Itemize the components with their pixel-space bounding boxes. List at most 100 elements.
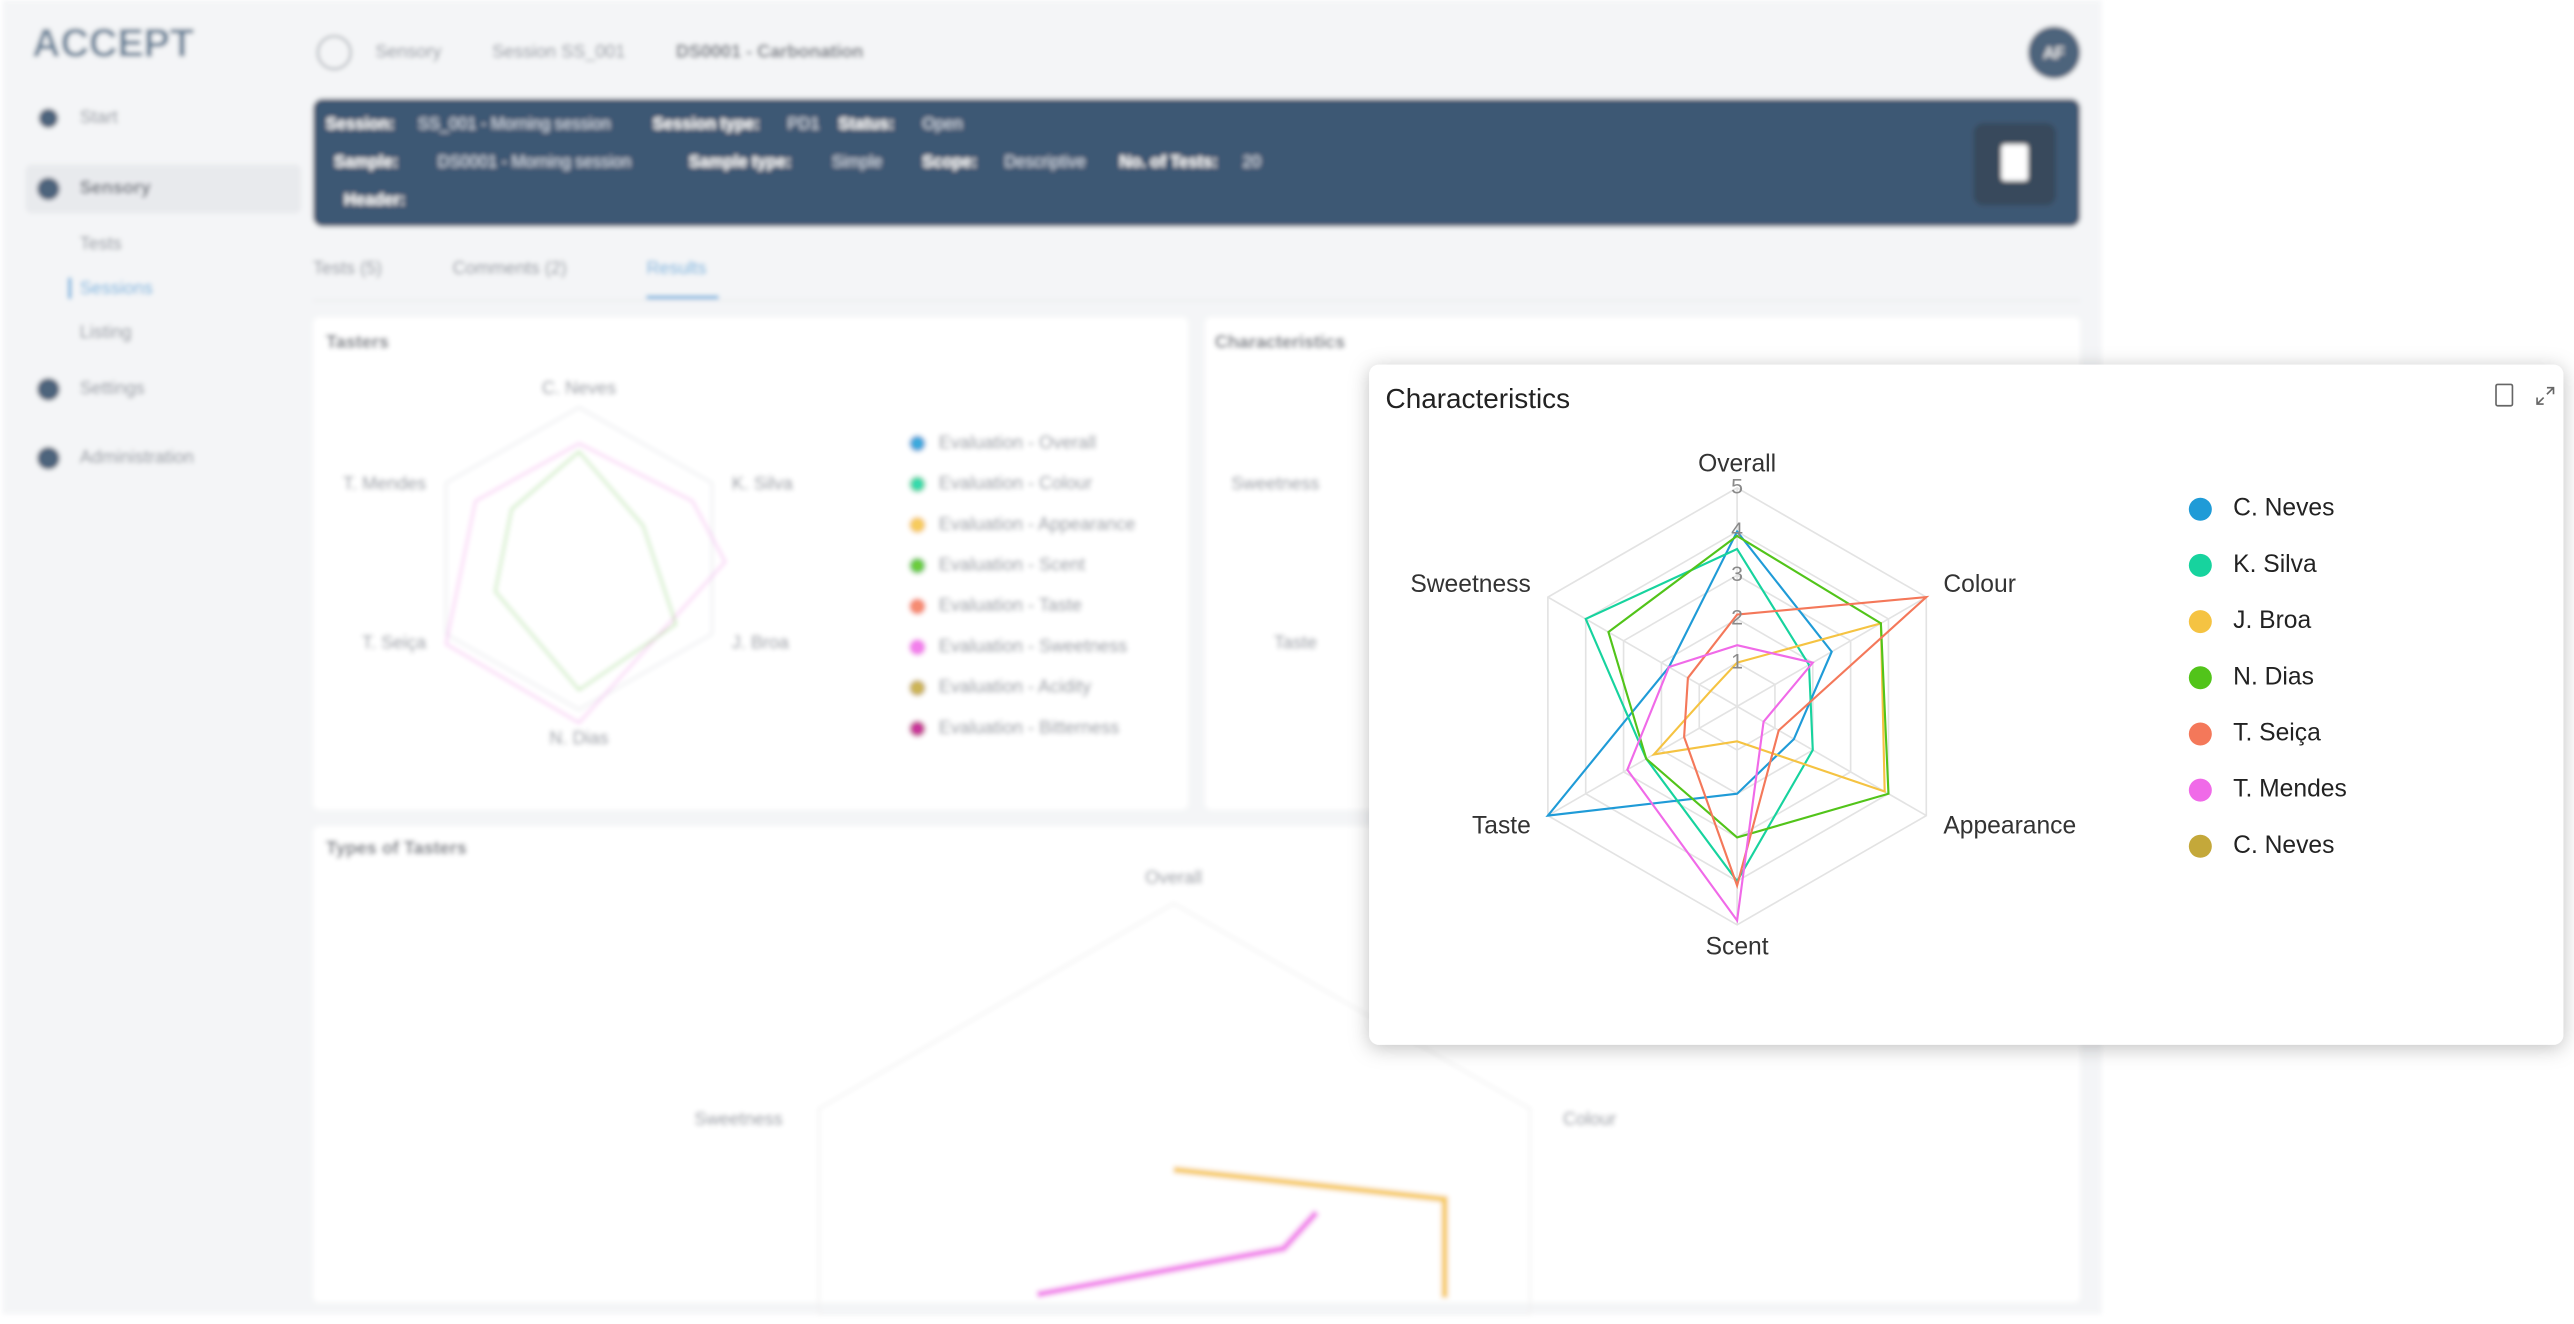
axis-label: Appearance	[1943, 813, 2076, 840]
axis-label: Colour	[1943, 571, 2016, 598]
legend-label: Evaluation - Sweetness	[939, 636, 1128, 656]
legend-label: Evaluation - Taste	[939, 595, 1082, 615]
icon	[36, 177, 60, 201]
radar-line	[1173, 1166, 1448, 1298]
copy-button[interactable]	[2495, 383, 2514, 407]
legend-label: Evaluation - Appearance	[939, 514, 1136, 534]
session-header: Session: SS_001 - Morning session Sessio…	[312, 98, 2081, 227]
legend-label: J. Broa	[2233, 607, 2311, 634]
nav-item[interactable]: Listing	[80, 322, 132, 342]
breadcrumb[interactable]: Session SS_001	[492, 41, 625, 62]
popup-card	[1369, 364, 2564, 1045]
axis-label: Sweetness	[694, 1109, 782, 1129]
spoke	[1547, 596, 1738, 708]
axis-label: Colour	[1563, 1109, 1616, 1129]
legend-dot	[909, 435, 926, 452]
breadcrumb: DS0001 - Carbonation	[676, 41, 864, 61]
axis-label: T. Seiça	[362, 633, 427, 653]
value: Open	[922, 115, 962, 133]
spoke	[1736, 705, 1927, 817]
expand-button[interactable]	[2536, 386, 2555, 405]
spoke	[1547, 705, 1738, 817]
legend-dot	[2188, 610, 2212, 634]
nav-item[interactable]: Administration	[80, 447, 194, 467]
radar-line	[445, 442, 727, 724]
label: Sample:	[334, 153, 398, 171]
tick-label: 4	[1731, 518, 1743, 542]
tab[interactable]: Comments (2)	[453, 258, 567, 278]
legend-label: Evaluation - Acidity	[939, 677, 1091, 697]
icon	[316, 35, 352, 70]
icon	[2001, 144, 2028, 181]
radar-line	[1607, 534, 1890, 839]
tick-label: 3	[1731, 562, 1743, 586]
breadcrumb[interactable]: Sensory	[375, 41, 441, 61]
legend-label: C. Neves	[2233, 495, 2334, 522]
legend-dot	[2188, 778, 2212, 802]
legend-label: Evaluation - Scent	[939, 555, 1085, 575]
legend-dot	[909, 476, 926, 493]
icon	[38, 108, 59, 129]
axis-label: J. Broa	[732, 633, 790, 653]
radar-grid	[818, 902, 1531, 1315]
icon	[36, 446, 60, 470]
nav-item[interactable]: Tests	[80, 234, 122, 254]
axis-label: Overall	[1698, 450, 1776, 477]
axis-label: C. Neves	[542, 378, 616, 398]
avatar[interactable]	[2027, 26, 2081, 79]
active-marker	[68, 277, 72, 299]
nav-item[interactable]: Settings	[80, 378, 145, 398]
value: Descriptive	[1004, 153, 1085, 171]
axis-label: Overall	[1145, 868, 1202, 888]
tick-label: 1	[1731, 649, 1743, 673]
legend-dot	[909, 598, 926, 615]
tab[interactable]: Tests (5)	[313, 258, 382, 278]
legend-dot	[2188, 834, 2212, 858]
header-bg	[312, 98, 2081, 227]
icon	[36, 377, 60, 401]
logo: ACCEPT	[32, 21, 194, 65]
legend: Evaluation - Overall Evaluation - Colour E…	[909, 432, 1135, 737]
legend-dot	[909, 557, 926, 574]
axis-label: Taste	[1472, 813, 1531, 840]
radar-line	[1683, 595, 1930, 890]
tick-label: 5	[1731, 475, 1743, 499]
label: Scope:	[922, 153, 977, 171]
legend-dot	[2188, 497, 2212, 521]
legend-label: N. Dias	[2233, 663, 2314, 690]
axis-label: Sweetness	[1410, 571, 1530, 598]
value: SS_001 - Morning session	[418, 115, 610, 133]
axis-label: T. Mendes	[343, 473, 426, 493]
axis-label: Scent	[1706, 933, 1769, 960]
panel-title: Characteristics	[1215, 332, 1345, 352]
legend-dot	[909, 679, 926, 697]
tick-label: 2	[1731, 606, 1743, 630]
radar-grid	[445, 406, 713, 711]
legend-label: T. Mendes	[2233, 776, 2347, 803]
axis-label: Sweetness	[1231, 473, 1319, 493]
chart-title: Characteristics	[1386, 383, 1571, 414]
nav-item[interactable]: Sensory	[80, 178, 151, 198]
legend-dot	[909, 516, 926, 534]
value: 20	[1243, 153, 1261, 171]
avatar-text: AF	[2044, 45, 2065, 63]
label: Session type:	[653, 115, 760, 133]
label: Session:	[326, 115, 394, 133]
nav-item[interactable]: Start	[80, 107, 118, 127]
legend-label: K. Silva	[2233, 551, 2317, 578]
legend-dot	[909, 639, 926, 656]
axis-label: K. Silva	[732, 473, 794, 493]
nav-item[interactable]: Sessions	[80, 278, 153, 298]
label: Status:	[839, 115, 895, 133]
label: Sample type:	[689, 153, 791, 171]
legend-label: C. Neves	[2233, 832, 2334, 859]
legend-label: Evaluation - Colour	[939, 473, 1092, 493]
tab[interactable]: Results	[646, 258, 706, 278]
active-item	[25, 164, 302, 214]
axis-label: N. Dias	[549, 728, 608, 748]
radar-line	[1626, 644, 1815, 924]
legend-label: Evaluation - Bitterness	[939, 717, 1120, 737]
legend-dot	[909, 720, 926, 737]
